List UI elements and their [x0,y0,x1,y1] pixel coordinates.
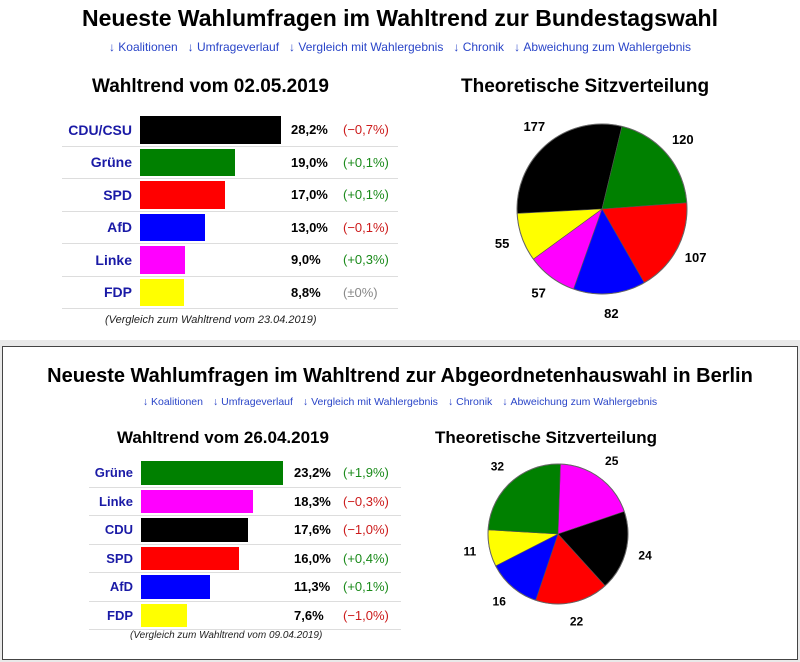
nav-links: Koalitionen Umfrageverlauf Vergleich mit W… [0,40,800,54]
bar-linke [141,489,253,513]
party-row: SPD 16,0% (+0,4%) [89,545,401,573]
seat-count-label: 32 [491,460,505,474]
seat-title: Theoretische Sitzverteilung [435,428,657,447]
party-row: AfD 13,0% (−0,1%) [62,212,398,244]
nav-link-umfrageverlauf[interactable]: Umfrageverlauf [188,40,279,54]
party-row: FDP 7,6% (−1,0%) [89,602,401,630]
change-label: (+0,3%) [343,252,389,268]
nav-links: Koalitionen Umfrageverlauf Vergleich mit W… [3,396,797,408]
nav-link-chronik[interactable]: Chronik [448,396,492,408]
berlin-panel: Neueste Wahlumfragen im Wahltrend zur Ab… [2,346,798,660]
seat-count-label: 22 [570,614,584,628]
nav-link-chronik[interactable]: Chronik [453,40,504,54]
bar-value-label: 23,2% [294,465,331,481]
seat-title: Theoretische Sitzverteilung [461,76,710,97]
change-label: (+0,1%) [343,187,389,203]
bar-value-label: 28,2% [291,122,328,138]
party-label[interactable]: Grüne [94,465,133,481]
party-label[interactable]: AfD [109,579,133,595]
bar-value-label: 8,8% [291,284,321,300]
nav-link-koalitionen[interactable]: Koalitionen [143,396,203,408]
bar-cdu-csu [140,116,281,144]
party-label[interactable]: CDU [104,522,133,538]
party-label[interactable]: CDU/CSU [68,121,132,138]
seat-count-label: 82 [604,306,618,321]
bar-gruene [140,148,235,176]
party-row: SPD 17,0% (+0,1%) [62,179,398,212]
party-label[interactable]: AfD [107,219,132,236]
change-label: (+0,1%) [343,579,389,595]
seat-count-label: 24 [638,549,652,563]
comparison-note: (Vergleich zum Wahltrend vom 09.04.2019) [130,630,323,641]
seat-count-label: 25 [605,454,619,468]
party-row: FDP 8,8% (±0%) [62,277,398,309]
panel-title: Neueste Wahlumfragen im Wahltrend zur Bu… [82,5,718,31]
bar-value-label: 7,6% [294,607,324,623]
party-row: Grüne 19,0% (+0,1%) [62,147,398,179]
bar-value-label: 11,3% [294,579,331,595]
seat-count-label: 11 [464,545,477,559]
seat-count-label: 55 [495,236,509,251]
bar-spd [140,181,225,209]
bar-value-label: 9,0% [291,252,321,268]
bar-fdp [140,278,184,306]
change-label: (−1,0%) [343,522,389,538]
party-label[interactable]: Linke [99,493,133,509]
seat-count-label: 57 [531,285,545,300]
nav-link-vergleich-mit-wahlergebnis[interactable]: Vergleich mit Wahlergebnis [303,396,438,408]
pie-slice-gruene [487,463,561,535]
change-label: (+0,1%) [343,154,389,170]
panel-title: Neueste Wahlumfragen im Wahltrend zur Ab… [47,365,753,387]
bar-gruene [141,461,283,485]
party-label[interactable]: Grüne [90,154,132,171]
seat-count-label: 16 [493,594,507,608]
bar-value-label: 16,0% [294,550,331,566]
bundestag-panel: Neueste Wahlumfragen im Wahltrend zur Bu… [0,0,800,340]
bar-value-label: 18,3% [294,493,331,509]
seat-pie-chart: 177 120 107 82 57 55 [495,119,707,321]
change-label: (+1,9%) [343,465,389,481]
bar-cdu [141,518,249,542]
change-label: (−0,1%) [343,219,389,235]
party-row: Linke 18,3% (−0,3%) [89,488,401,516]
party-row: Grüne 23,2% (+1,9%) [89,459,401,488]
bar-value-label: 17,6% [294,522,331,538]
change-label: (−1,0%) [343,607,389,623]
change-label: (±0%) [343,284,378,300]
bar-value-label: 13,0% [291,219,328,235]
change-label: (+0,4%) [343,550,389,566]
trend-title: Wahltrend vom 26.04.2019 [117,428,329,447]
pie-outline [487,463,629,605]
bar-afd [141,575,210,599]
bar-fdp [141,603,188,627]
trend-title: Wahltrend vom 02.05.2019 [92,76,329,97]
pie-outline [516,123,688,295]
party-label[interactable]: FDP [104,284,132,301]
party-label[interactable]: Linke [95,251,132,268]
party-row: Linke 9,0% (+0,3%) [62,244,398,277]
seat-count-label: 177 [523,119,545,134]
nav-link-umfrageverlauf[interactable]: Umfrageverlauf [213,396,293,408]
nav-link-koalitionen[interactable]: Koalitionen [109,40,178,54]
party-label[interactable]: FDP [107,607,133,623]
comparison-note: (Vergleich zum Wahltrend vom 23.04.2019) [105,314,317,326]
change-label: (−0,3%) [343,493,389,509]
bar-value-label: 17,0% [291,187,328,203]
party-row: CDU/CSU 28,2% (−0,7%) [62,114,398,147]
party-label[interactable]: SPD [103,186,132,203]
change-label: (−0,7%) [343,122,389,138]
nav-link-vergleich-mit-wahlergebnis[interactable]: Vergleich mit Wahlergebnis [289,40,443,54]
nav-link-abweichung-zum-wahlergebnis[interactable]: Abweichung zum Wahlergebnis [502,396,657,408]
nav-link-abweichung-zum-wahlergebnis[interactable]: Abweichung zum Wahlergebnis [514,40,691,54]
seat-count-label: 107 [685,250,707,265]
bar-value-label: 19,0% [291,154,328,170]
seat-count-label: 120 [672,132,694,147]
bar-afd [140,213,205,241]
bar-spd [141,546,239,570]
party-row: AfD 11,3% (+0,1%) [89,573,401,602]
bar-linke [140,246,185,274]
party-label[interactable]: SPD [106,550,133,566]
party-row: CDU 17,6% (−1,0%) [89,516,401,545]
seat-pie-chart: 25 24 22 16 11 32 [464,454,653,628]
